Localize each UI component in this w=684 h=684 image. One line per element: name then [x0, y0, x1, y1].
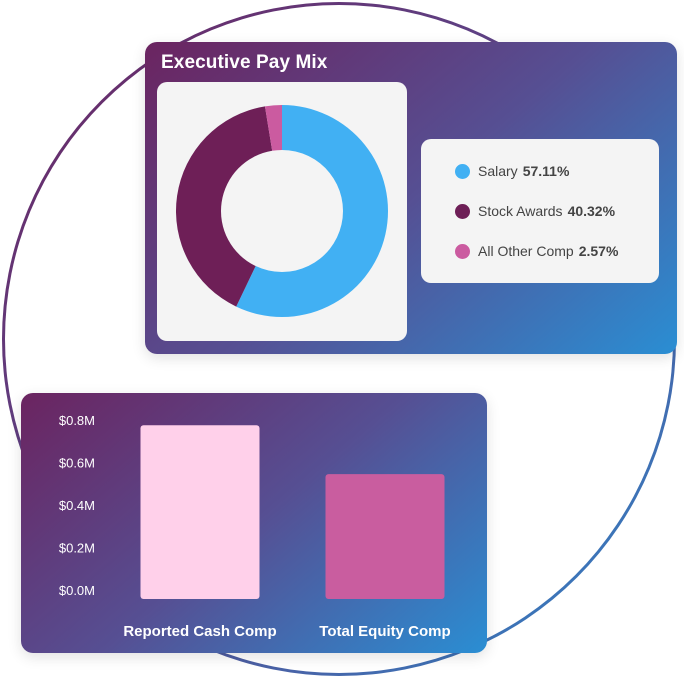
legend-label-stock-awards: Stock Awards	[478, 203, 563, 219]
legend-value-stock-awards: 40.32%	[567, 203, 616, 219]
y-tick-label: $0.2M	[59, 541, 95, 556]
bar-chart: $0.0M $0.2M $0.4M $0.6M $0.8M Reported Cash C…	[59, 413, 451, 640]
legend-card: Salary 57.11% Stock Awards 40.32% All Ot…	[421, 139, 659, 283]
x-category-label: Reported Cash Comp	[123, 623, 276, 640]
y-tick-label: $0.8M	[59, 413, 95, 428]
bar-reported-cash-comp	[140, 425, 260, 599]
legend-item-stock-awards: Stock Awards 40.32%	[455, 201, 615, 221]
pay-mix-panel: Executive Pay Mix Salary 57.11% Stock Aw…	[145, 42, 677, 354]
legend-label-salary: Salary	[478, 163, 518, 179]
legend-item-salary: Salary 57.11%	[455, 161, 569, 181]
legend-dot-all-other-comp	[455, 243, 470, 259]
legend-value-all-other-comp: 2.57%	[578, 243, 619, 259]
legend-label-all-other-comp: All Other Comp	[478, 243, 574, 259]
donut-card	[157, 82, 407, 341]
comp-bar-panel: $0.0M $0.2M $0.4M $0.6M $0.8M Reported Cash C…	[21, 393, 487, 653]
legend-dot-salary	[455, 163, 470, 179]
donut-chart	[176, 105, 388, 317]
donut-slice-stock-awards	[176, 106, 273, 307]
y-tick-label: $0.4M	[59, 498, 95, 513]
bar-total-equity-comp	[325, 474, 445, 599]
y-tick-label: $0.0M	[59, 583, 95, 598]
x-category-label: Total Equity Comp	[319, 623, 450, 640]
y-tick-label: $0.6M	[59, 456, 95, 471]
donut-slice-all-other-comp	[264, 105, 282, 151]
pay-mix-title: Executive Pay Mix	[161, 52, 328, 73]
legend-item-all-other-comp: All Other Comp 2.57%	[455, 241, 618, 261]
legend-value-salary: 57.11%	[522, 163, 570, 179]
donut-slice-salary	[236, 105, 388, 317]
legend-dot-stock-awards	[455, 203, 470, 219]
